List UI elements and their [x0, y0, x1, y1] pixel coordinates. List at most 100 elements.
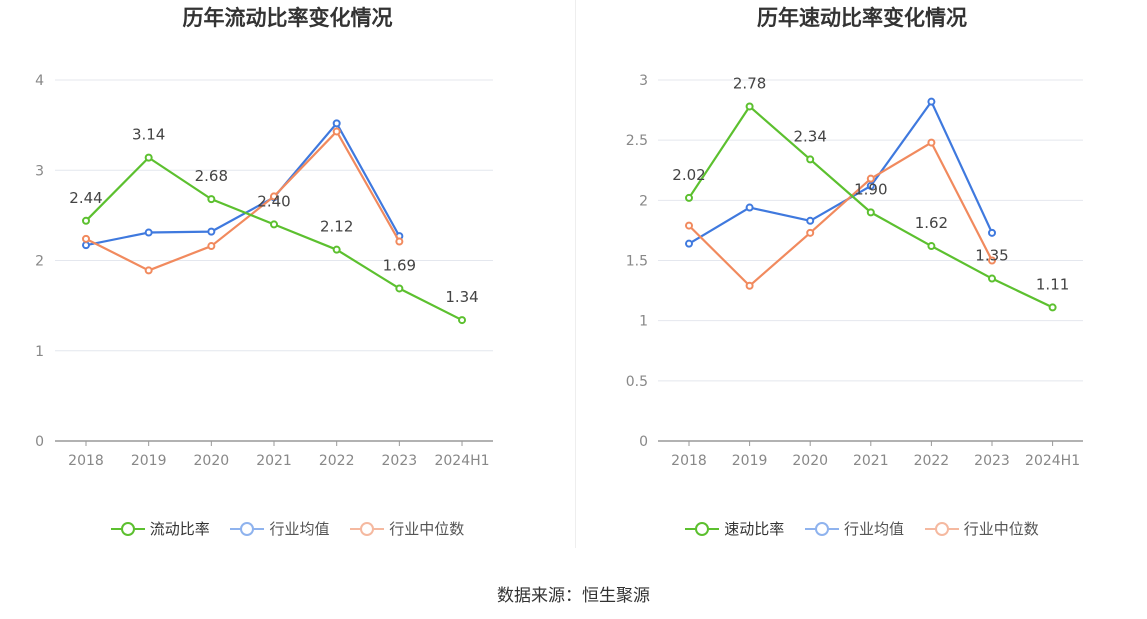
series-line [688, 100, 993, 245]
quick-ratio-chart: 0 0.5 1 1.5 2 2.5 3 2018 2019 2020 2021 2022 2023 202… [626, 73, 1083, 469]
data-label: 2.40 [257, 192, 290, 210]
y-tick-label: 3 [639, 73, 648, 89]
legend-line-icon [110, 521, 145, 536]
current-ratio-panel: 历年流动比率变化情况 0 1 2 3 4 2018 2019 2020 2021 2022 2023… [0, 0, 575, 560]
data-label: 1.35 [975, 247, 1008, 265]
legend-line-icon [350, 521, 385, 536]
y-tick-label: 0.5 [626, 374, 648, 390]
data-point [207, 195, 216, 204]
data-label: 1.69 [383, 256, 416, 274]
data-point [1048, 303, 1057, 312]
data-point [144, 153, 153, 162]
legend-label: 流动比率 [149, 520, 210, 538]
legend-item-industry-median[interactable]: 行业中位数 [924, 518, 1039, 539]
data-label: 2.78 [733, 74, 766, 92]
x-tick-label: 2023 [382, 453, 418, 469]
legend-label: 行业均值 [843, 520, 904, 538]
data-point [395, 237, 404, 246]
data-source: 数据来源：恒生聚源 [497, 586, 650, 606]
data-point [82, 234, 90, 243]
legend-line-icon [685, 521, 720, 536]
data-point [685, 193, 693, 202]
legend-label: 行业中位数 [389, 520, 465, 538]
data-point [332, 119, 341, 128]
current-ratio-chart: 0 1 2 3 4 2018 2019 2020 2021 2022 2023 2024H1 2.44 3… [35, 73, 493, 469]
y-tick-label: 1 [35, 344, 44, 360]
data-point [927, 138, 936, 147]
data-point [82, 216, 90, 225]
data-point [988, 228, 996, 237]
legend-line-icon [230, 521, 265, 536]
data-point [988, 274, 996, 283]
y-tick-label: 2.5 [626, 133, 648, 149]
y-tick-label: 2 [639, 193, 648, 209]
x-tick-label: 2021 [853, 453, 889, 469]
data-label: 1.62 [915, 214, 948, 232]
data-point [927, 242, 936, 251]
series-line [85, 156, 463, 322]
data-point [745, 281, 754, 290]
legend-item-industry-median[interactable]: 行业中位数 [350, 518, 464, 539]
data-label: 1.90 [854, 180, 887, 198]
y-tick-label: 0 [639, 434, 648, 450]
chart-title: 历年流动比率变化情况 [182, 6, 393, 30]
x-tick-label: 2022 [319, 453, 355, 469]
data-point [207, 242, 216, 251]
data-point [685, 239, 693, 248]
data-point [988, 256, 996, 265]
data-label: 2.44 [69, 189, 102, 207]
series-line [688, 105, 1054, 309]
data-label: 3.14 [132, 126, 165, 144]
data-point [806, 228, 815, 237]
x-tick-label: 2024H1 [1025, 453, 1080, 469]
x-tick-label: 2021 [256, 453, 292, 469]
y-tick-label: 0 [35, 434, 44, 450]
data-point [270, 220, 279, 229]
y-tick-label: 4 [35, 73, 44, 89]
x-tick-label: 2018 [671, 453, 707, 469]
x-tick-label: 2022 [914, 453, 950, 469]
data-point [685, 221, 693, 230]
chart-title: 历年速动比率变化情况 [757, 6, 967, 30]
legend-item-industry-mean[interactable]: 行业均值 [804, 518, 904, 539]
data-point [745, 203, 754, 212]
quick-ratio-panel: 历年速动比率变化情况 0 0.5 1 1.5 2 2.5 3 2018 2019 2020 2021… [577, 0, 1147, 560]
panel-divider [575, 0, 576, 548]
y-tick-label: 3 [35, 163, 44, 179]
legend-line-icon [804, 521, 839, 536]
data-point [745, 102, 754, 111]
series-line [688, 141, 993, 287]
data-point [866, 174, 875, 183]
x-tick-label: 2018 [68, 453, 104, 469]
data-point [866, 181, 875, 190]
legend-label: 速动比率 [724, 520, 785, 538]
data-label: 2.68 [195, 167, 228, 185]
y-tick-label: 1 [639, 314, 648, 330]
x-tick-label: 2020 [792, 453, 828, 469]
chart-legend: 流动比率 行业均值 行业中位数 [0, 518, 575, 540]
legend-line-icon [924, 521, 959, 536]
y-tick-label: 2 [35, 254, 44, 270]
chart-legend: 速动比率 行业均值 行业中位数 [577, 518, 1147, 540]
series-line [85, 130, 401, 272]
data-point [82, 241, 90, 250]
series-line [85, 122, 401, 247]
data-point [395, 284, 404, 293]
x-tick-label: 2024H1 [434, 453, 489, 469]
legend-label: 行业中位数 [963, 520, 1039, 538]
data-point [332, 245, 341, 254]
legend-item-industry-mean[interactable]: 行业均值 [230, 518, 330, 539]
data-label: 1.11 [1036, 275, 1069, 293]
data-point [270, 192, 279, 201]
x-tick-label: 2019 [732, 453, 768, 469]
x-tick-label: 2023 [974, 453, 1010, 469]
data-label: 1.34 [445, 288, 478, 306]
data-point [866, 208, 875, 217]
data-point [806, 155, 815, 164]
data-point [806, 216, 815, 225]
data-label: 2.34 [793, 127, 826, 145]
data-point [144, 266, 153, 275]
legend-item-current-ratio[interactable]: 流动比率 [110, 518, 210, 539]
legend-item-quick-ratio[interactable]: 速动比率 [685, 518, 784, 539]
data-point [927, 97, 936, 106]
